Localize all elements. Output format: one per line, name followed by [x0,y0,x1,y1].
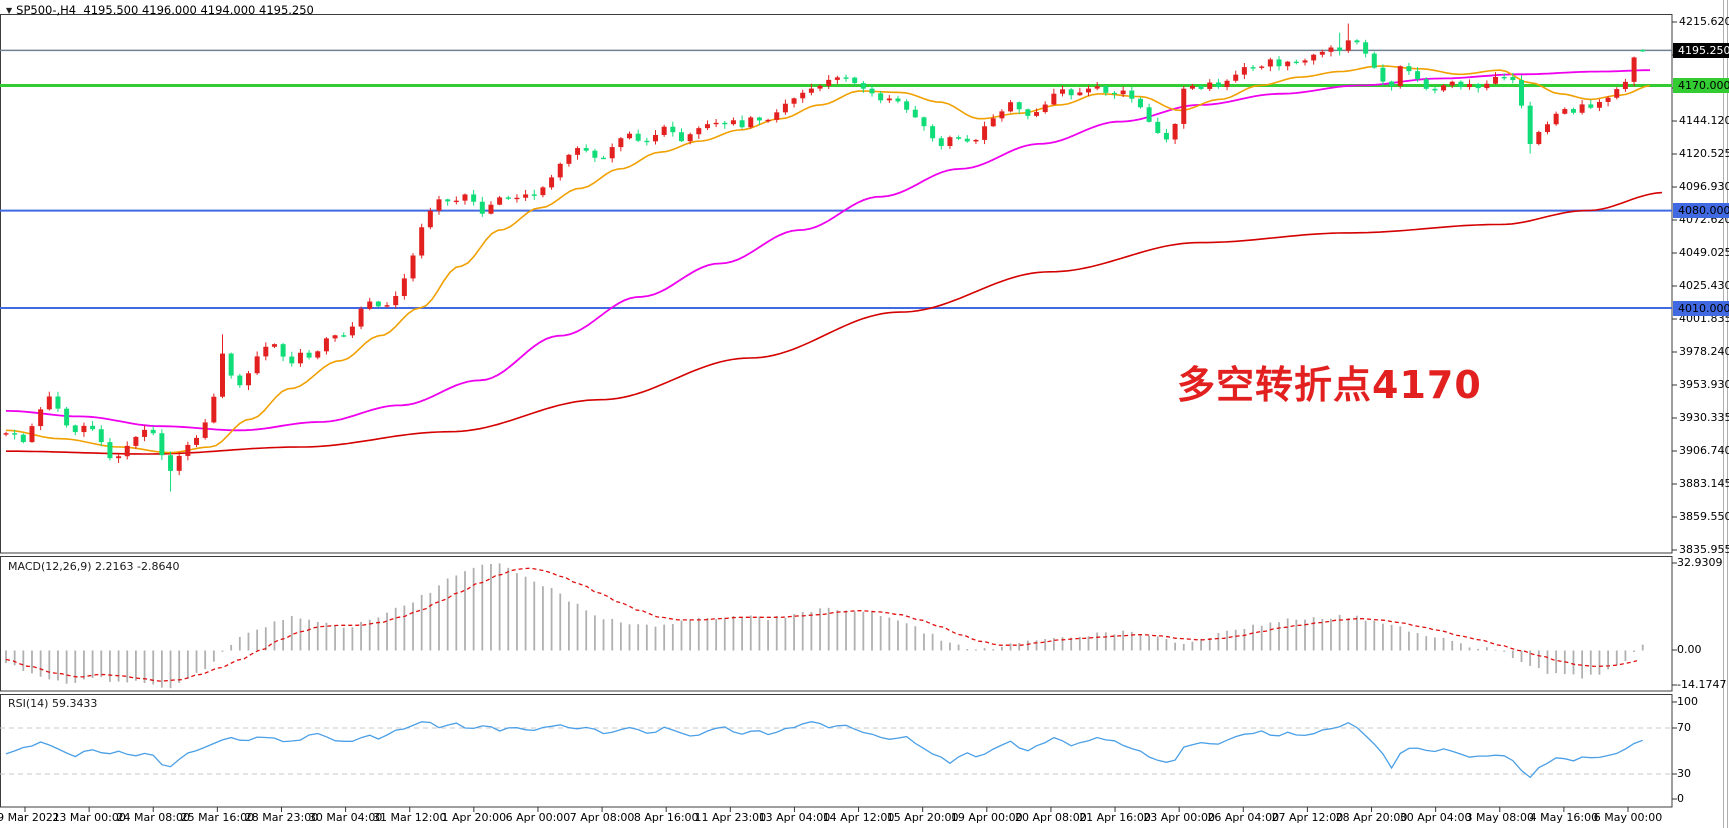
price-tick-label: 3953.930 [1679,378,1729,391]
macd-tick-label: -14.1747 [1677,678,1727,691]
price-tick-label: 4025.430 [1679,279,1729,292]
chart-text-annotation: 多空转折点4170 [1177,363,1482,407]
time-tick-label: 31 Mar 12:00 [372,811,447,824]
price-level-badge: 4010.000 [1673,300,1729,316]
time-tick-label: 24 Mar 08:00 [116,811,190,824]
rsi-line [5,721,1643,779]
price-tick-label: 4049.025 [1679,246,1729,259]
time-tick-label: 21 Apr 16:00 [1079,811,1151,824]
price-tick-label: 4215.620 [1679,15,1729,28]
macd-indicator-label: MACD(12,26,9) 2.2163 -2.8640 [8,560,180,573]
price-tick-label: 3906.740 [1679,444,1729,457]
time-tick-label: 26 Apr 04:00 [1207,811,1280,824]
time-tick-label: 1 Apr 20:00 [441,811,507,824]
time-tick-label: 28 Apr 20:00 [1335,811,1408,824]
time-tick-label: 28 Mar 23:00 [244,811,319,824]
time-tick-label: 6 May 00:00 [1593,811,1663,824]
time-tick-label: 30 Apr 04:00 [1399,811,1472,824]
rsi-tick-label: 30 [1677,767,1691,780]
price-level-lines [0,49,1672,309]
macd-signal-line [5,567,1638,682]
macd-tick-label: 32.9309 [1677,556,1723,569]
rsi-indicator-label: RSI(14) 59.3433 [8,697,98,710]
time-tick-label: 4 May 16:00 [1529,811,1599,824]
time-tick-label: 15 Apr 20:00 [886,811,959,824]
time-tick-label: 19 Apr 00:00 [950,811,1023,824]
candles-layer[interactable] [3,23,1646,492]
rsi-tick-label: 100 [1677,695,1698,708]
rsi-tick-label: 0 [1677,792,1684,805]
price-tick-label: 3835.955 [1679,543,1729,556]
price-tick-label: 3930.335 [1679,411,1729,424]
price-tick-label: 3883.145 [1679,477,1729,490]
symbol-header: ▼ SP500-,H4 4195.500 4196.000 4194.000 41… [6,3,314,17]
time-tick-label: 30 Mar 04:00 [308,811,383,824]
price-level-badge: 4170.000 [1673,77,1729,93]
macd-tick-label: 0.00 [1677,643,1702,656]
ma-mid-line [5,69,1650,432]
time-tick-label: 23 Mar 00:00 [52,811,126,824]
time-tick-label: 25 Mar 16:00 [180,811,255,824]
rsi-level-lines [0,727,1672,775]
price-tick-label: 4096.930 [1679,180,1729,193]
time-tick-label: 8 Apr 16:00 [633,811,699,824]
price-tick-label: 4144.120 [1679,114,1729,127]
price-tick-label: 3978.240 [1679,345,1729,358]
rsi-tick-label: 70 [1677,721,1691,734]
time-tick-label: 3 May 08:00 [1465,811,1534,824]
axis-ticks [24,21,1677,812]
price-tick-label: 3859.550 [1679,510,1729,523]
collapse-triangle-icon[interactable]: ▼ [6,6,13,15]
time-tick-label: 11 Apr 23:00 [694,811,767,824]
time-tick-label: 27 Apr 12:00 [1271,811,1344,824]
time-tick-label: 7 Apr 08:00 [569,811,635,824]
time-tick-label: 14 Apr 12:00 [822,811,895,824]
time-tick-label: 23 Apr 00:00 [1143,811,1216,824]
price-level-badge: 4080.000 [1673,202,1729,218]
ma-slow-line [6,191,1663,455]
time-tick-label: 13 Apr 04:00 [758,811,831,824]
time-tick-label: 19 Mar 2021 [0,811,60,824]
time-tick-label: 6 Apr 00:00 [505,811,571,824]
symbol-ohlc-text: SP500-,H4 4195.500 4196.000 4194.000 419… [16,3,314,17]
price-tick-label: 4120.525 [1679,147,1729,160]
macd-histogram [5,563,1644,689]
time-tick-label: 20 Apr 08:00 [1015,811,1087,824]
price-level-badge: 4195.250 [1673,42,1729,58]
